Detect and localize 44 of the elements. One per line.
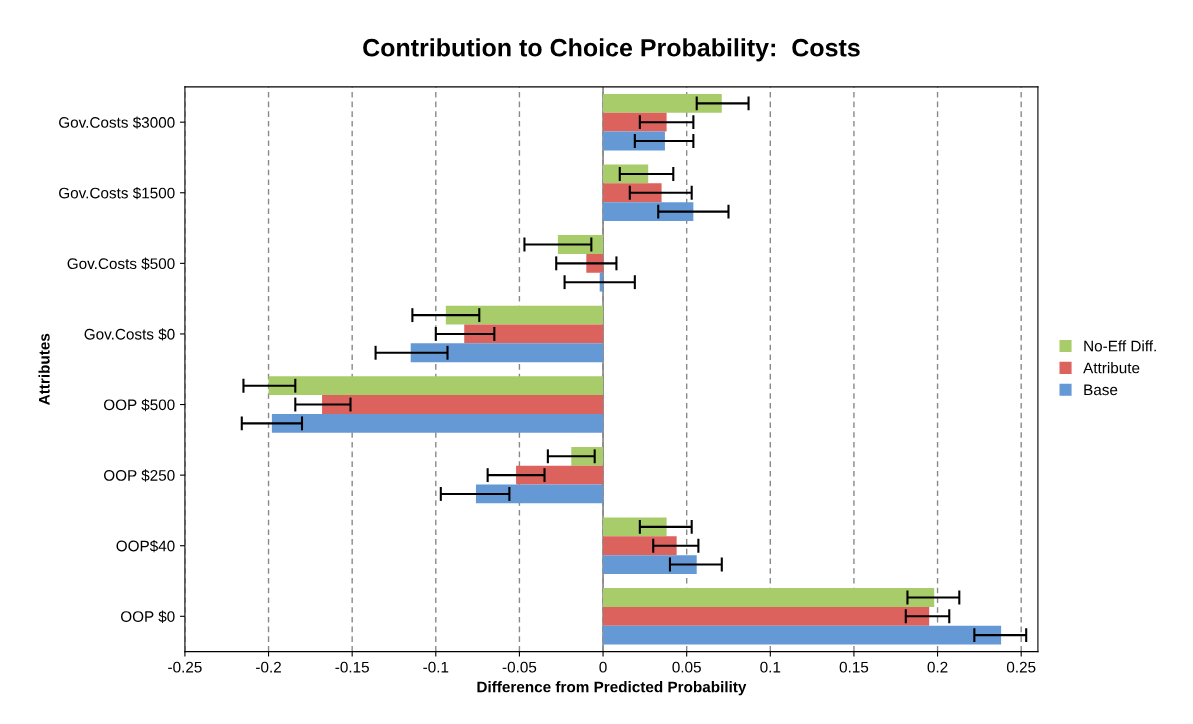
bar bbox=[410, 343, 604, 363]
legend-label: No-Eff Diff. bbox=[1084, 340, 1156, 352]
y-tick-label: Gov.Costs $0 bbox=[84, 328, 175, 341]
bar bbox=[603, 202, 694, 221]
bar bbox=[271, 413, 604, 433]
x-tick-label: 0.1 bbox=[760, 661, 781, 673]
bar bbox=[445, 305, 604, 325]
bar bbox=[603, 93, 722, 113]
y-tick-label: OOP $500 bbox=[104, 398, 175, 412]
x-tick-label: -0.1 bbox=[423, 661, 449, 673]
bar bbox=[516, 465, 604, 485]
y-tick-label: OOP $0 bbox=[120, 610, 175, 623]
bar bbox=[603, 625, 1002, 645]
bar bbox=[464, 324, 604, 344]
bar bbox=[603, 536, 677, 556]
legend-label: Base bbox=[1084, 384, 1118, 396]
x-axis-title: Difference from Predicted Probability bbox=[477, 681, 747, 696]
bar bbox=[603, 517, 667, 537]
x-tick-label: 0.2 bbox=[927, 661, 948, 673]
bar bbox=[603, 131, 665, 151]
x-tick-label: -0.25 bbox=[168, 661, 202, 673]
bar bbox=[322, 395, 604, 414]
legend-label: Attribute bbox=[1083, 362, 1140, 374]
x-tick-label: 0 bbox=[599, 661, 607, 673]
y-tick-label: Gov.Costs $1500 bbox=[59, 186, 175, 200]
bar bbox=[603, 555, 697, 574]
bar bbox=[603, 588, 935, 607]
x-tick-label: -0.05 bbox=[502, 661, 537, 673]
bar bbox=[603, 606, 930, 626]
x-tick-label: 0.15 bbox=[839, 661, 869, 673]
y-tick-label: OOP$40 bbox=[116, 539, 175, 553]
x-tick-label: -0.15 bbox=[335, 661, 369, 673]
bar bbox=[603, 183, 662, 203]
bar bbox=[475, 484, 604, 504]
y-tick-label: OOP $250 bbox=[104, 469, 175, 482]
y-tick-label: Gov.Costs $500 bbox=[67, 257, 175, 270]
y-axis-title: Attributes bbox=[38, 333, 50, 405]
bar bbox=[268, 376, 604, 396]
y-tick-label: Gov.Costs $3000 bbox=[59, 116, 175, 129]
chart-title: Contribution to Choice Probability: Costs bbox=[363, 38, 860, 62]
bar bbox=[603, 112, 667, 132]
x-tick-label: -0.2 bbox=[256, 661, 281, 673]
x-tick-label: 0.05 bbox=[672, 661, 701, 673]
x-tick-label: 0.25 bbox=[1006, 661, 1036, 673]
